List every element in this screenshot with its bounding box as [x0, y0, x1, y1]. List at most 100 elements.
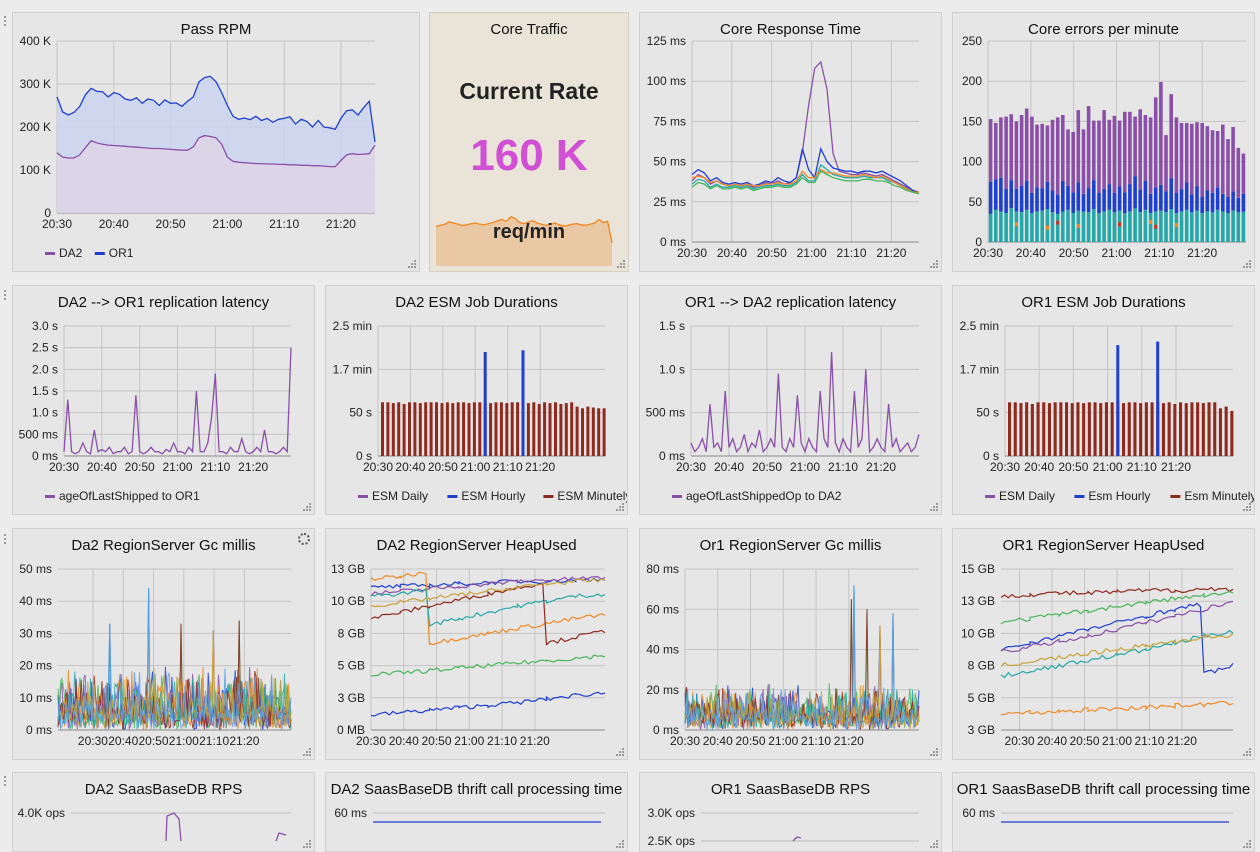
y-tick-label: 10 GB	[961, 626, 995, 640]
bar	[1230, 410, 1234, 456]
series-line	[1000, 602, 1234, 674]
bar	[1205, 126, 1210, 191]
bar	[1076, 402, 1080, 456]
y-tick-label: 0 ms	[659, 449, 685, 463]
resize-handle-icon[interactable]	[303, 503, 311, 511]
chart-canvas: 3.0K ops 2.5K ops	[648, 806, 919, 848]
resize-handle-icon[interactable]	[408, 260, 416, 268]
panel-da2-regionserver-gc-millis[interactable]: Da2 RegionServer Gc millis 0 ms 10 ms 20 ms…	[12, 528, 315, 760]
bar	[994, 179, 998, 210]
bar-marker	[1154, 224, 1158, 229]
resize-handle-icon[interactable]	[1243, 748, 1251, 756]
legend-swatch	[985, 495, 995, 498]
resize-handle-icon[interactable]	[930, 748, 938, 756]
bar	[494, 402, 498, 456]
row-drag-handle-icon[interactable]	[3, 16, 8, 28]
panel-pass-rpm[interactable]: Pass RPM 0 100 K 200 K 300 K 400 K 20:30 20:40 2…	[12, 12, 420, 272]
bar	[1205, 211, 1210, 242]
legend-label[interactable]: ageOfLastShipped to OR1	[59, 489, 200, 503]
panel-or1-esm-job-durations[interactable]: OR1 ESM Job Durations 0 s 50 s 1.7 min 2.5 m…	[952, 285, 1255, 515]
panel-core-errors-per-minute[interactable]: Core errors per minute 0 50 100 150 200 250 20:…	[952, 12, 1255, 272]
bar	[1174, 213, 1179, 242]
y-tick-label: 100	[962, 155, 982, 169]
bar	[1150, 402, 1154, 456]
bar	[1076, 110, 1081, 183]
panel-core-response-time[interactable]: Core Response Time 0 ms 25 ms 50 ms 75 ms 100…	[639, 12, 942, 272]
bar	[537, 404, 541, 456]
x-tick-label: 20:40	[389, 734, 419, 748]
y-tick-label: 1.0 s	[32, 406, 58, 420]
legend-label[interactable]: ESM Hourly	[461, 489, 525, 503]
x-tick-label: 21:10	[836, 246, 866, 260]
chart-canvas	[435, 215, 613, 266]
bar	[1210, 193, 1215, 213]
panel-or1-regionserver-heapused[interactable]: OR1 RegionServer HeapUsed 3 GB 5 GB 8 GB 10 …	[952, 528, 1255, 760]
chart-canvas: 0 50 100 150 200 250 20:30 20:40 20:50 21:00 21:10…	[962, 34, 1246, 260]
panel-or1-regionserver-gc-millis[interactable]: Or1 RegionServer Gc millis 0 ms 20 ms 40 ms…	[639, 528, 942, 760]
resize-handle-icon[interactable]	[616, 503, 624, 511]
resize-handle-icon[interactable]	[1243, 260, 1251, 268]
bar	[1086, 106, 1091, 189]
legend-label[interactable]: DA2	[59, 246, 83, 260]
bar	[521, 350, 525, 456]
row-drag-handle-icon[interactable]	[3, 534, 8, 546]
x-tick-label: 20:50	[752, 460, 782, 474]
series-line	[1000, 629, 1234, 679]
bar	[1066, 129, 1070, 186]
resize-handle-icon[interactable]	[1243, 503, 1251, 511]
x-tick-label: 20:30	[973, 246, 1003, 260]
legend-label[interactable]: Esm Minutely	[1184, 489, 1255, 503]
resize-handle-icon[interactable]	[303, 840, 311, 848]
legend-label[interactable]: ESM Daily	[372, 489, 428, 503]
panel-da2-regionserver-heapused[interactable]: DA2 RegionServer HeapUsed 0 MB 3 GB 5 GB 8 G…	[325, 528, 628, 760]
bar	[402, 404, 406, 456]
resize-handle-icon[interactable]	[930, 840, 938, 848]
bar	[1128, 111, 1132, 185]
legend-label[interactable]: Esm Hourly	[1088, 489, 1150, 503]
bar	[1059, 402, 1063, 456]
bar	[435, 402, 438, 456]
panel-da2-saasbasedb-rps[interactable]: DA2 SaasBaseDB RPS 4.0K ops	[12, 772, 315, 852]
panel-or1-da2-replication-latency[interactable]: OR1 --> DA2 replication latency 0 ms 500 m…	[639, 285, 942, 515]
resize-handle-icon[interactable]	[616, 840, 624, 848]
bar	[1143, 180, 1148, 210]
legend-label[interactable]: ageOfLastShippedOp to DA2	[686, 489, 842, 503]
panel-or1-saasbasedb-rps[interactable]: OR1 SaasBaseDB RPS 3.0K ops 2.5K ops	[639, 772, 942, 852]
x-tick-label: 20:50	[156, 217, 186, 231]
y-tick-label: 0 ms	[660, 235, 686, 249]
row-drag-handle-icon[interactable]	[3, 776, 8, 788]
bar	[1133, 402, 1137, 456]
x-tick-label: 20:50	[422, 734, 452, 748]
bar	[1190, 194, 1194, 213]
legend-label[interactable]: ESM Daily	[999, 489, 1055, 503]
resize-handle-icon[interactable]	[1243, 840, 1251, 848]
series-line	[684, 625, 920, 730]
panel-da2-or1-replication-latency[interactable]: DA2 --> OR1 replication latency 0 ms 500 m…	[12, 285, 315, 515]
x-tick-label: 21:10	[269, 217, 299, 231]
resize-handle-icon[interactable]	[930, 503, 938, 511]
bar	[1019, 115, 1024, 186]
resize-handle-icon[interactable]	[616, 748, 624, 756]
x-tick-label: 20:30	[677, 246, 707, 260]
bar	[1050, 119, 1055, 191]
panel-da2-saasbasedb-thrift-call-processing-time[interactable]: DA2 SaasBaseDB thrift call processing ti…	[325, 772, 628, 852]
legend-label[interactable]: OR1	[109, 246, 134, 260]
sparkline-area	[436, 216, 612, 266]
x-tick-label: 20:40	[1037, 734, 1067, 748]
bar	[1009, 114, 1013, 181]
panel-core-traffic[interactable]: Core Traffic Current Rate 160 K req/min	[429, 12, 629, 272]
bar	[1128, 211, 1132, 242]
resize-handle-icon[interactable]	[930, 260, 938, 268]
legend-label[interactable]: ESM Minutely	[557, 489, 628, 503]
chart-canvas: 0 s 50 s 1.7 min 2.5 min 20:30 20:40 20:50 21:0…	[960, 319, 1255, 503]
bar	[1226, 139, 1230, 197]
resize-handle-icon[interactable]	[617, 260, 625, 268]
row-drag-handle-icon[interactable]	[3, 290, 8, 302]
bar	[1231, 210, 1235, 242]
bar	[1042, 402, 1046, 456]
x-tick-label: 21:20	[520, 734, 550, 748]
panel-da2-esm-job-durations[interactable]: DA2 ESM Job Durations 0 s 50 s 1.7 min 2.5 m…	[325, 285, 628, 515]
chart-canvas: 0 ms 500 ms 1.0 s 1.5 s 2.0 s 2.5 s 3.0 s 20:30…	[19, 319, 292, 503]
panel-or1-saasbasedb-thrift-call-processing-time[interactable]: OR1 SaasBaseDB thrift call processing ti…	[952, 772, 1255, 852]
resize-handle-icon[interactable]	[303, 748, 311, 756]
